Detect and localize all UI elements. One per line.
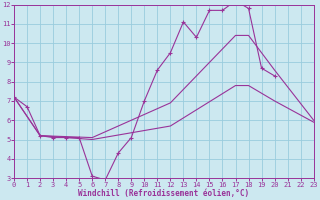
X-axis label: Windchill (Refroidissement éolien,°C): Windchill (Refroidissement éolien,°C) [78, 189, 249, 198]
